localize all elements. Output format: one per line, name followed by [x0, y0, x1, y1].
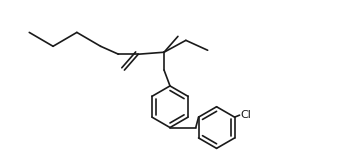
Text: Cl: Cl: [241, 110, 252, 120]
